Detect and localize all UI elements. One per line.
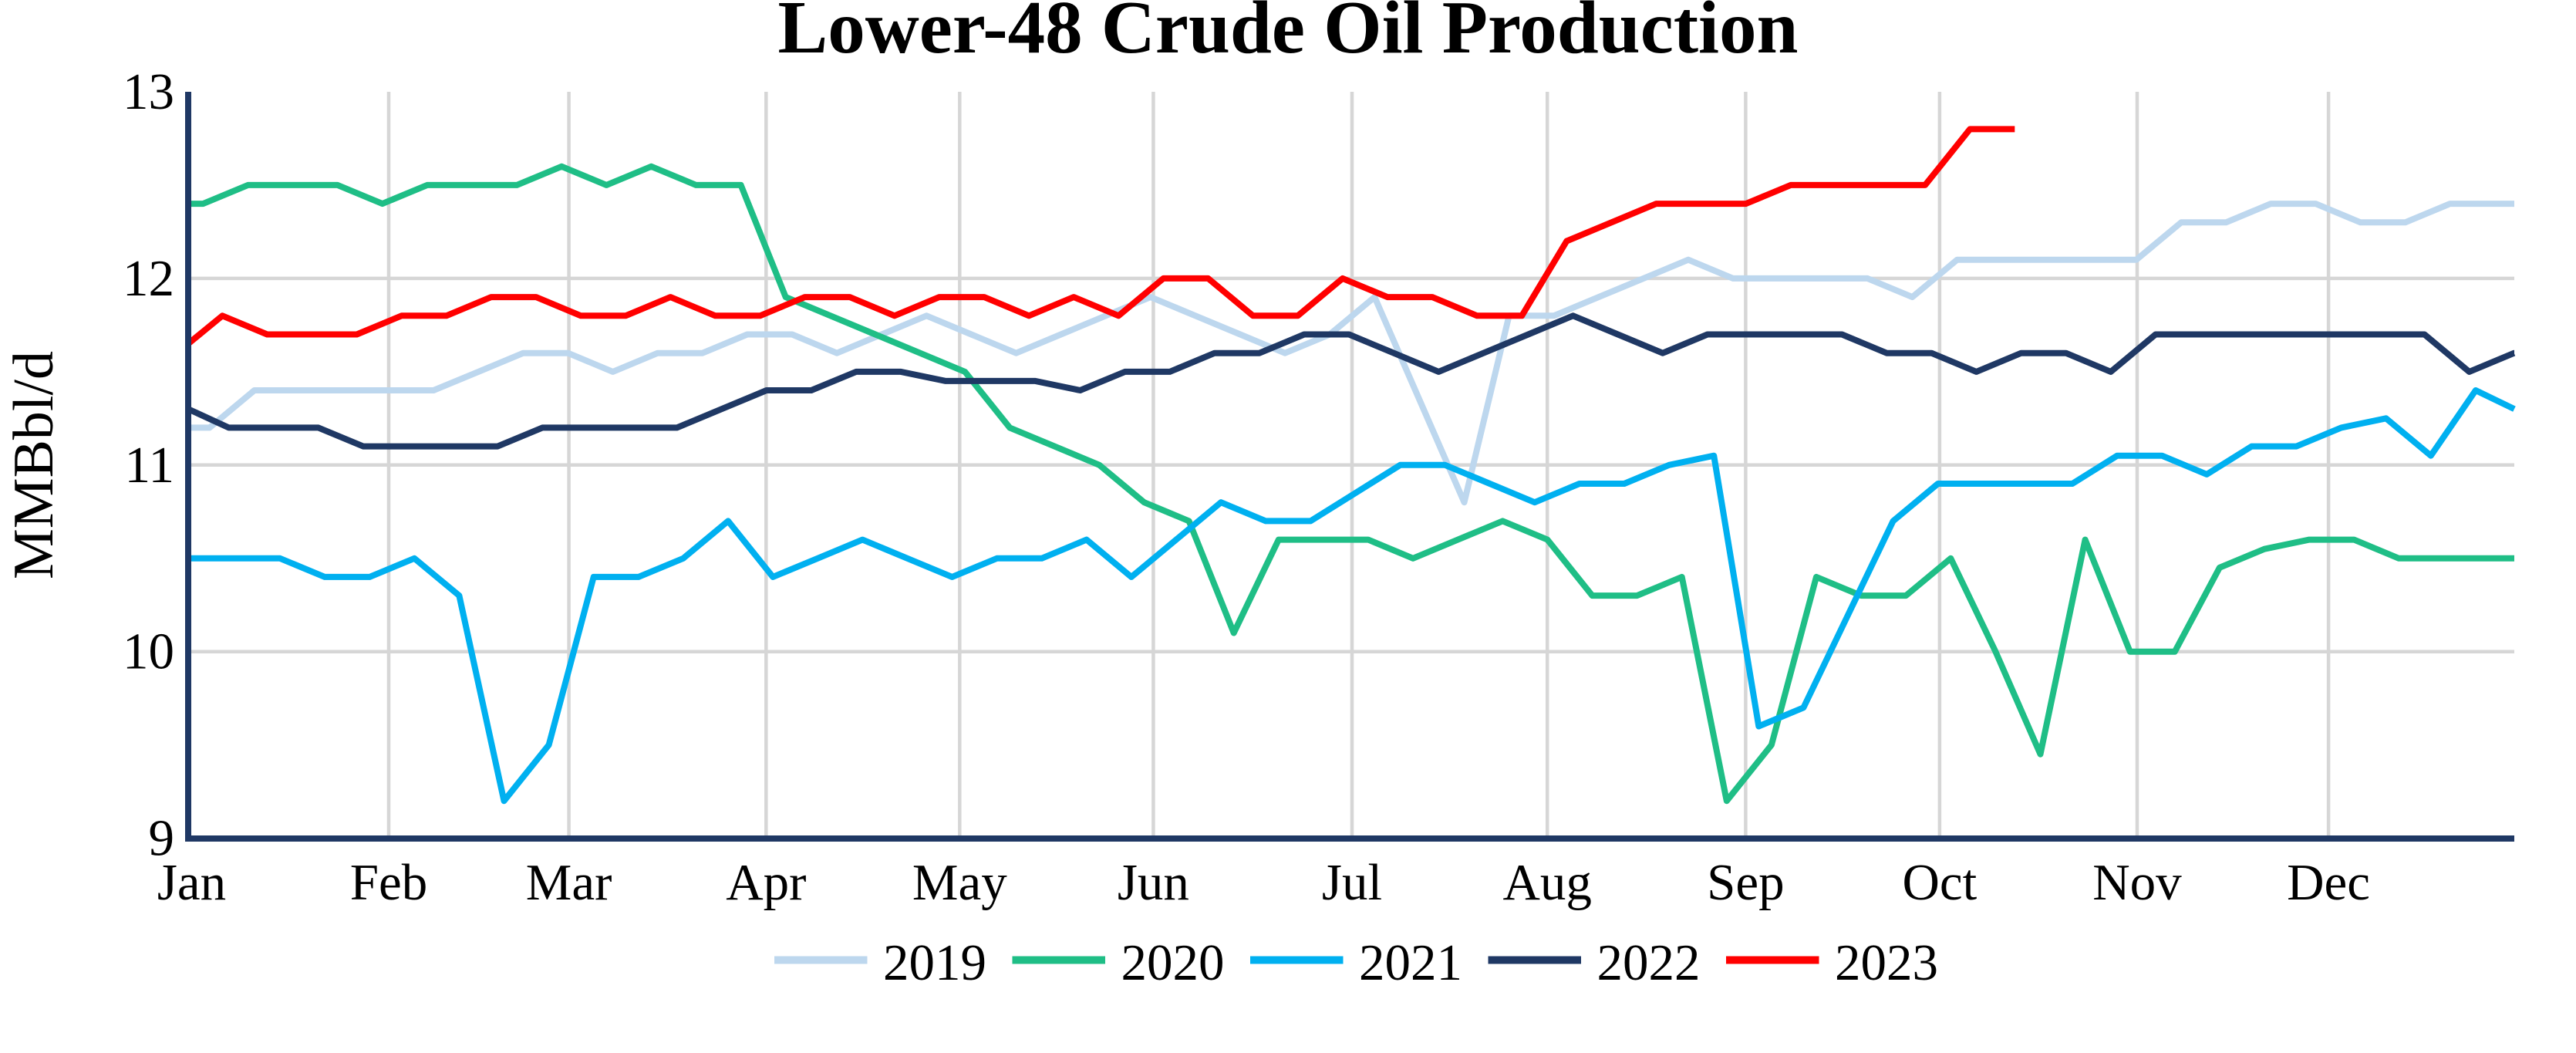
svg-text:Mar: Mar (526, 854, 612, 911)
svg-text:2021: 2021 (1359, 934, 1462, 991)
svg-text:Lower-48 Crude Oil Production: Lower-48 Crude Oil Production (778, 0, 1799, 69)
svg-text:Oct: Oct (1903, 854, 1978, 911)
svg-text:Jan: Jan (157, 854, 226, 911)
svg-text:2019: 2019 (883, 934, 986, 991)
svg-text:Sep: Sep (1707, 854, 1785, 911)
svg-text:10: 10 (123, 623, 174, 680)
svg-text:13: 13 (123, 63, 174, 120)
svg-text:9: 9 (149, 810, 175, 867)
svg-text:2022: 2022 (1597, 934, 1701, 991)
svg-text:Feb: Feb (350, 854, 428, 911)
svg-text:Dec: Dec (2287, 854, 2370, 911)
svg-text:Aug: Aug (1503, 854, 1592, 911)
svg-text:Jun: Jun (1118, 854, 1189, 911)
svg-text:Jul: Jul (1322, 854, 1382, 911)
svg-text:Apr: Apr (726, 854, 806, 911)
svg-text:Nov: Nov (2092, 854, 2182, 911)
svg-text:MMBbl/d: MMBbl/d (2, 351, 66, 579)
svg-text:2020: 2020 (1121, 934, 1225, 991)
svg-text:May: May (912, 854, 1007, 911)
svg-text:2023: 2023 (1835, 934, 1938, 991)
svg-text:11: 11 (124, 437, 174, 494)
svg-text:12: 12 (123, 250, 174, 307)
